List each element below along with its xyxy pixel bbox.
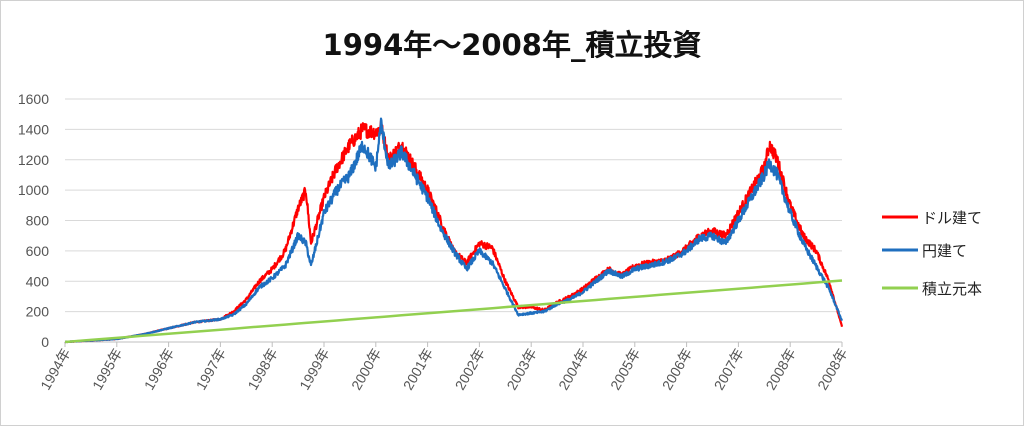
y-tick-label: 0 xyxy=(41,334,49,350)
x-tick-label: 1996年 xyxy=(141,346,177,393)
y-tick-label: 1400 xyxy=(18,121,49,137)
x-tick-label: 2004年 xyxy=(555,346,591,393)
jpy-series-line xyxy=(64,117,844,344)
x-tick-label: 1995年 xyxy=(89,346,125,393)
x-tick-label: 2001年 xyxy=(400,346,436,393)
gridlines xyxy=(64,98,843,347)
x-tick-label: 2003年 xyxy=(503,346,539,393)
chart-title: 1994年～2008年_積立投資 xyxy=(322,28,702,62)
legend-entry-principal: 積立元本 xyxy=(922,280,982,298)
legend-entry-jpy: 円建て xyxy=(922,242,967,260)
series-lines xyxy=(64,117,844,344)
x-tick-label: 2006年 xyxy=(659,346,695,393)
y-tick-label: 200 xyxy=(26,304,50,320)
x-tick-label: 1997年 xyxy=(193,346,229,393)
x-tick-label: 1994年 xyxy=(37,346,73,393)
x-tick-label: 2008年 xyxy=(762,346,798,393)
x-tick-label: 1999年 xyxy=(296,346,332,393)
x-tick-label: 1998年 xyxy=(244,346,280,393)
y-axis-ticks: 0 200 400 600 800 1000 1200 1400 1600 xyxy=(18,91,49,350)
usd-series-line xyxy=(64,119,844,344)
y-tick-label: 1200 xyxy=(18,152,49,168)
x-tick-label: 2008年 xyxy=(814,346,850,393)
y-tick-label: 600 xyxy=(26,243,50,259)
y-tick-label: 400 xyxy=(26,273,50,289)
x-axis-ticks: 1994年 1995年 1996年 1997年 1998年 1999年 2000年 2001年… xyxy=(37,346,850,393)
y-tick-label: 800 xyxy=(26,213,50,229)
y-tick-label: 1600 xyxy=(18,91,49,107)
principal-series-line xyxy=(64,279,843,344)
x-tick-label: 2005年 xyxy=(607,346,643,393)
y-tick-label: 1000 xyxy=(18,182,49,198)
legend-entry-usd: ドル建て xyxy=(922,209,982,227)
x-tick-label: 2000年 xyxy=(348,346,384,393)
x-tick-label: 2002年 xyxy=(452,346,488,393)
x-tick-label: 2007年 xyxy=(711,346,747,393)
